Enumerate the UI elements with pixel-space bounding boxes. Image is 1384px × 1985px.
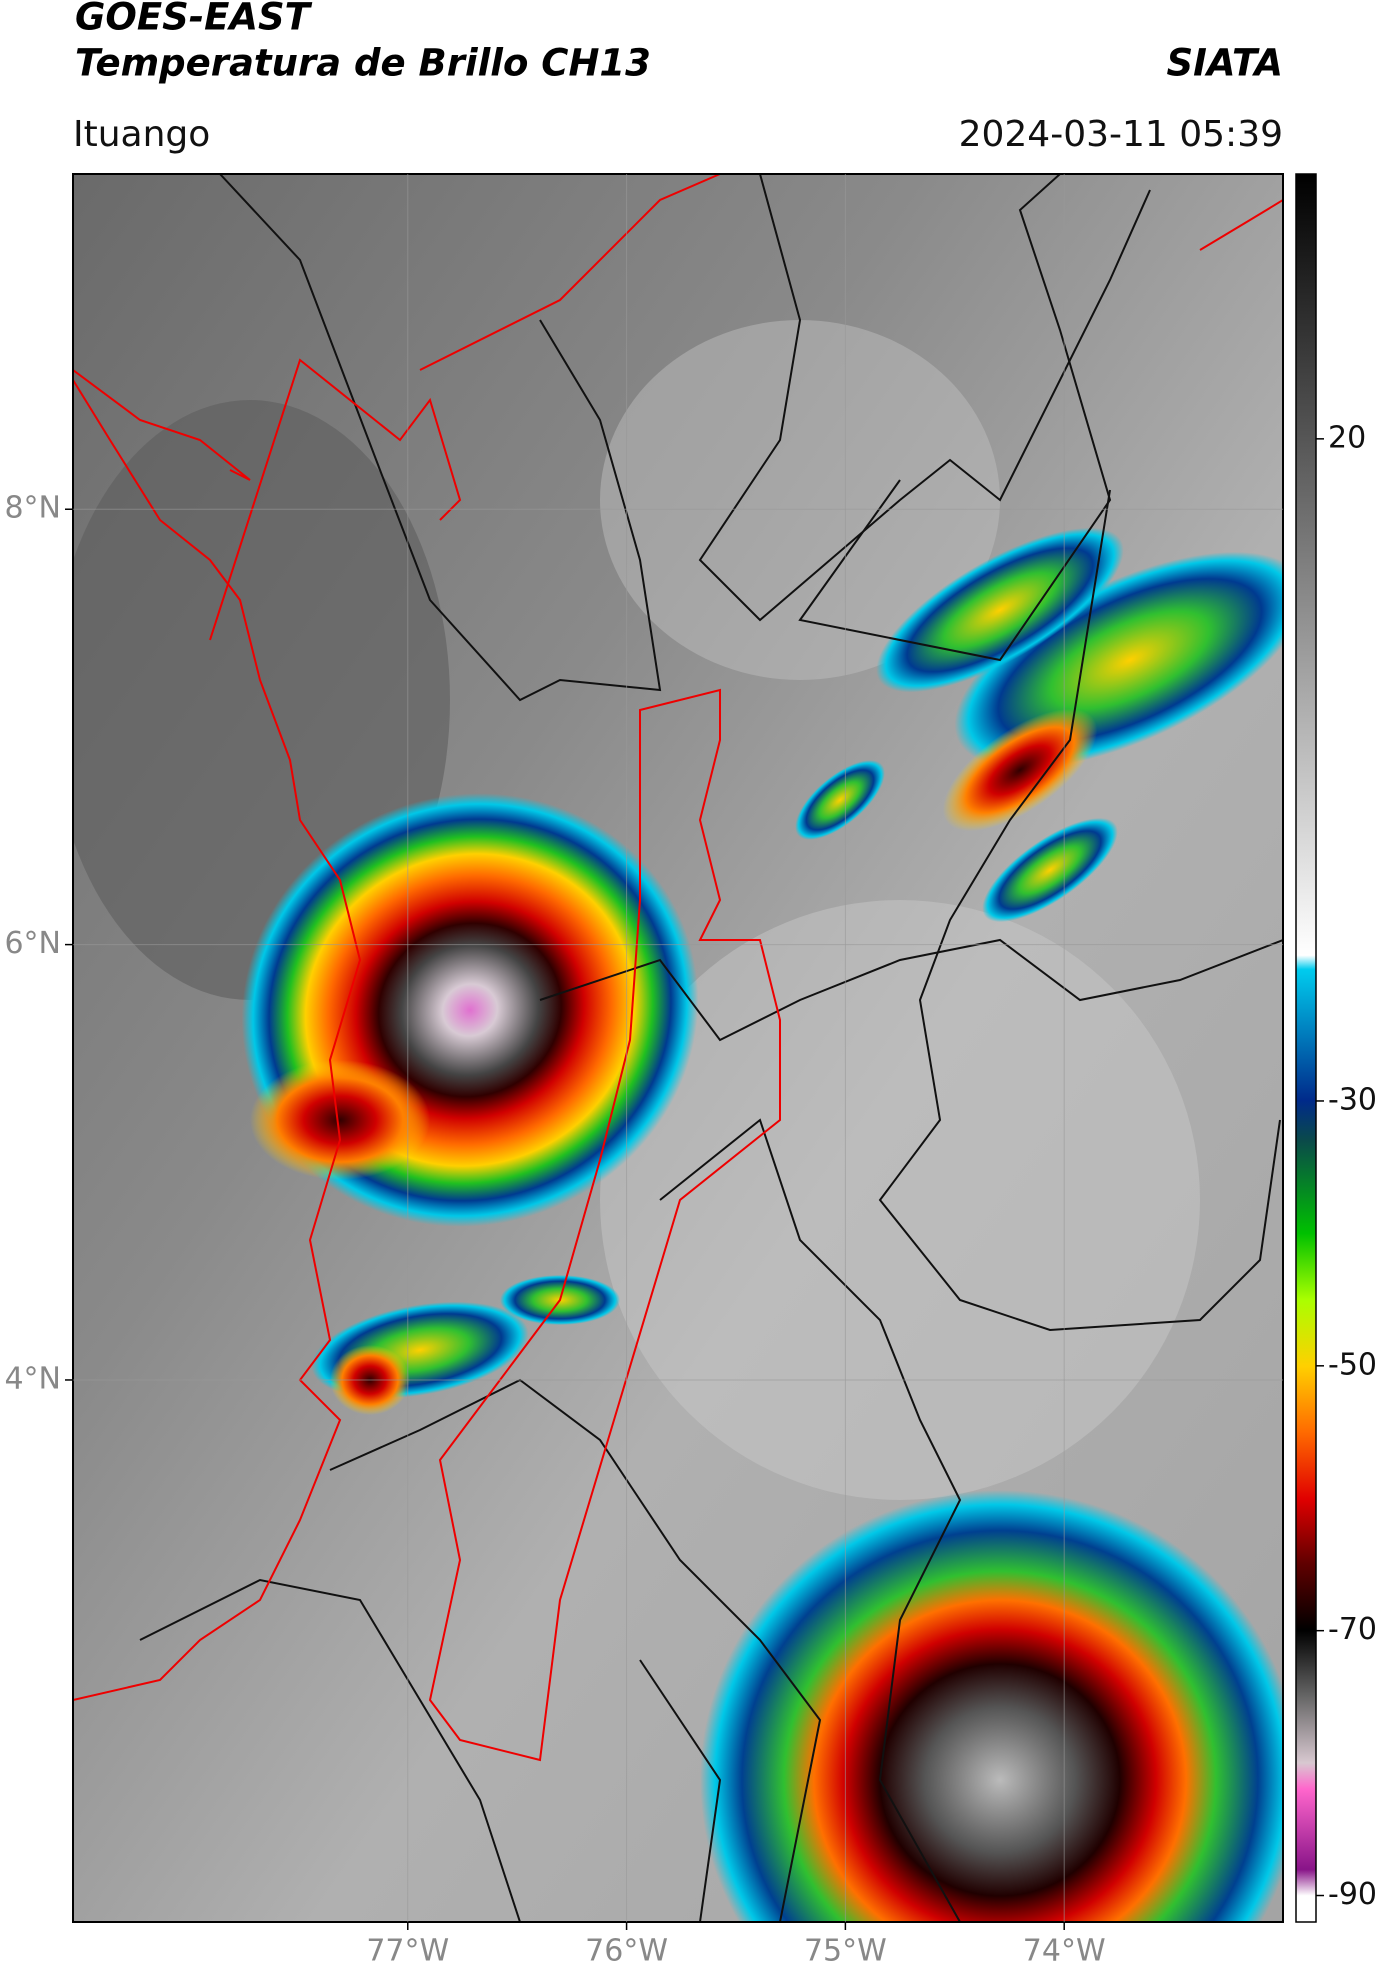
- x-tick-label: 74°W: [1023, 1934, 1106, 1969]
- timestamp: 2024-03-11 05:39: [959, 114, 1283, 155]
- subtitle: Temperatura de Brillo CH13: [75, 42, 651, 85]
- colorbar-tick-label: -70: [1328, 1612, 1377, 1647]
- y-tick-label: 8°N: [4, 491, 61, 526]
- title: GOES-EAST: [75, 0, 313, 39]
- colorbar: [1295, 173, 1317, 1923]
- colorbar-tick-label: -30: [1328, 1082, 1377, 1117]
- location: Ituango: [73, 114, 210, 155]
- x-tick-label: 75°W: [804, 1934, 887, 1969]
- credit: SIATA: [1166, 42, 1283, 85]
- storm-cell: [982, 817, 1118, 923]
- cloud-field: [600, 900, 1200, 1500]
- borders: [139, 174, 1283, 1922]
- x-tick-label: 77°W: [366, 1934, 449, 1969]
- storm-cell: [250, 1060, 430, 1180]
- y-tick-label: 4°N: [4, 1361, 61, 1396]
- map-frame: [72, 173, 1284, 1923]
- storm-cell: [795, 760, 885, 840]
- colorbar-tick-label: -50: [1328, 1347, 1377, 1382]
- cloud-field: [600, 320, 1000, 680]
- storm-cell: [942, 708, 1098, 832]
- colorbar-tick-label: -90: [1328, 1877, 1377, 1912]
- colorbar-tick-label: 20: [1328, 420, 1366, 455]
- coastline: [73, 174, 1283, 1762]
- x-tick-label: 76°W: [585, 1934, 668, 1969]
- y-tick-label: 6°N: [4, 926, 61, 961]
- map-imagery: [73, 174, 1283, 1922]
